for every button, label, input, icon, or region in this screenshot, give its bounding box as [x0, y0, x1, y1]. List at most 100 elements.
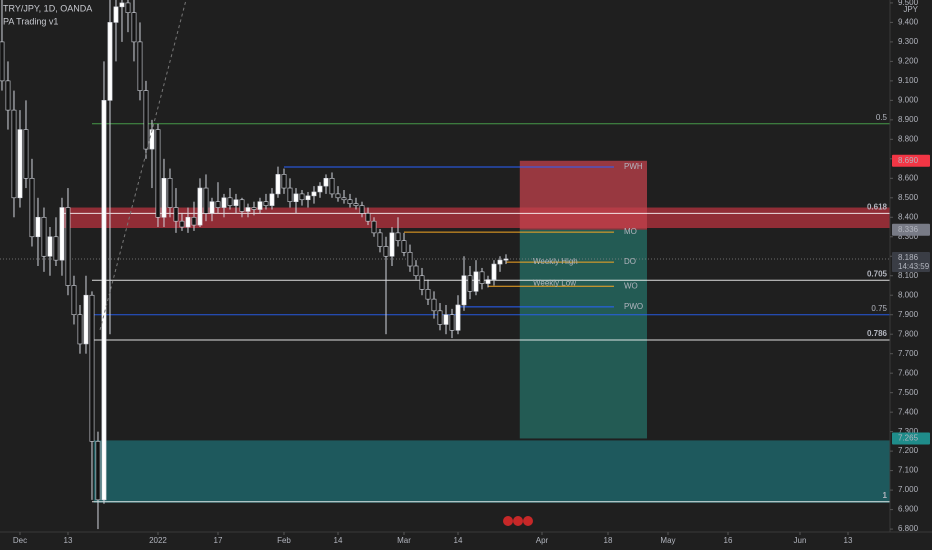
y-tick-label: 8.100 — [898, 271, 919, 280]
x-tick-label: Apr — [536, 536, 549, 545]
y-tick-label: 9.300 — [898, 37, 919, 46]
candle-body — [119, 2, 125, 8]
axes: 9.500 9.400 9.300 9.200 9.100 9.000 8.900 8.800… — [13, 0, 919, 545]
candle-body — [317, 185, 323, 193]
y-tick-label: 6.800 — [898, 524, 919, 533]
replay-controls[interactable] — [503, 516, 533, 526]
fib-label: 0.705 — [867, 269, 888, 278]
y-tick-label: 8.300 — [898, 232, 919, 241]
candle-body — [311, 191, 317, 197]
candle-body — [11, 109, 17, 199]
fib-label: 0.5 — [876, 113, 888, 122]
candle-body — [395, 232, 401, 241]
annotation: Weekly High — [533, 257, 578, 266]
symbol: TRY/JPY, 1D, OANDA — [3, 3, 92, 13]
control-icon[interactable] — [523, 516, 533, 526]
candle-body — [407, 252, 413, 267]
candle-body — [269, 193, 275, 206]
price-badge-label: 8.690 — [898, 156, 919, 165]
candle-body — [83, 294, 89, 345]
fib-label: 0.618 — [867, 202, 888, 211]
candle-body — [23, 129, 29, 179]
key-level-label: WO — [624, 281, 638, 290]
candle-body — [0, 41, 5, 82]
stop-zone — [519, 160, 647, 230]
y-tick-label: 8.400 — [898, 212, 919, 221]
candle-body — [239, 199, 245, 212]
candle-body — [185, 216, 191, 228]
candle-body — [347, 199, 353, 204]
price-badge-label: 8.336 — [898, 225, 919, 234]
candle-body — [125, 2, 131, 13]
x-tick-label: Jun — [794, 536, 807, 545]
annotation: Weekly Low — [533, 279, 576, 288]
candle-body — [257, 201, 263, 210]
y-tick-label: 7.700 — [898, 349, 919, 358]
candle-body — [101, 100, 107, 501]
candle-body — [233, 199, 239, 206]
target-zone — [519, 229, 647, 439]
candle-body — [497, 259, 503, 265]
y-tick-label: 7.100 — [898, 466, 919, 475]
candle-body — [473, 271, 479, 292]
candle-body — [179, 220, 185, 228]
candle-body — [161, 178, 167, 218]
zone — [93, 440, 890, 503]
candle-body — [503, 258, 509, 261]
candle-body — [209, 201, 215, 214]
candle-body — [401, 240, 407, 253]
candle-body — [293, 193, 299, 202]
countdown: 14:43:59 — [898, 262, 930, 271]
candle-body — [29, 178, 35, 238]
price-badge — [892, 223, 930, 236]
price-badge — [892, 154, 930, 167]
x-tick-label: 17 — [214, 536, 223, 545]
candle-body — [461, 275, 467, 306]
x-tick-label: 2022 — [149, 536, 167, 545]
candle-body — [485, 279, 491, 284]
y-tick-label: 8.900 — [898, 115, 919, 124]
candle-body — [47, 236, 53, 257]
candle-body — [329, 178, 335, 195]
control-icon[interactable] — [503, 516, 513, 526]
y-tick-label: 7.600 — [898, 368, 919, 377]
candle-body — [203, 187, 209, 214]
fib-label: 0.786 — [867, 329, 888, 338]
candle-body — [107, 22, 113, 101]
x-tick-label: May — [660, 536, 675, 545]
zone — [61, 207, 891, 228]
candle-body — [467, 275, 473, 292]
candle-body — [431, 298, 437, 312]
candle-body — [299, 193, 305, 201]
candle-body — [173, 207, 179, 222]
x-tick-label: 16 — [724, 536, 733, 545]
candle-body — [263, 201, 269, 206]
current-price-badge — [892, 251, 930, 272]
trend-line — [99, 0, 187, 331]
candle-body — [41, 216, 47, 257]
candle-body — [143, 90, 149, 150]
y-tick-label: 7.400 — [898, 407, 919, 416]
y-tick-label: 9.200 — [898, 56, 919, 65]
y-tick-label: 7.200 — [898, 446, 919, 455]
control-icon[interactable] — [513, 516, 523, 526]
candle-body — [287, 187, 293, 202]
y-tick-label: 8.500 — [898, 193, 919, 202]
candle-body — [359, 205, 365, 214]
currency: JPY — [903, 5, 918, 14]
candle-body — [443, 314, 449, 325]
candle-body — [281, 174, 287, 189]
current-price-label: 8.186 — [898, 253, 919, 262]
candle-body — [137, 41, 143, 91]
candle-body — [59, 207, 65, 261]
candle-body — [425, 289, 431, 300]
candle-body — [5, 80, 11, 111]
candle-body — [113, 6, 119, 23]
candle-body — [197, 187, 203, 226]
candle-body — [341, 197, 347, 201]
y-tick-label: 9.100 — [898, 76, 919, 85]
price-badge — [892, 432, 930, 445]
x-tick-label: 18 — [604, 536, 613, 545]
